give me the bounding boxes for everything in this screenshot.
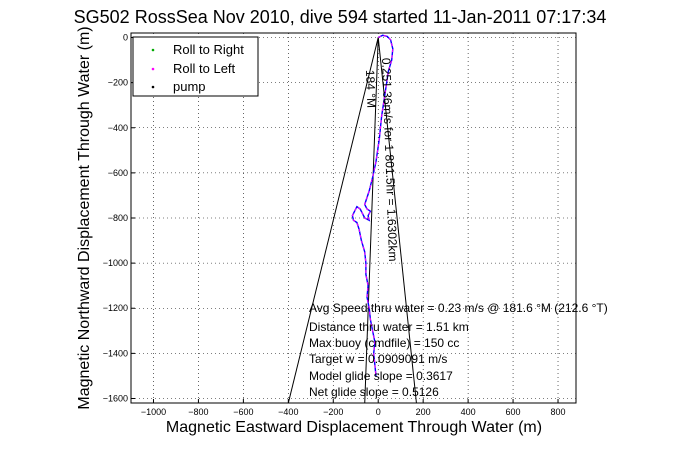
x-tick-label: 400: [461, 407, 476, 417]
stats-net-glide-slope: Net glide slope = 0.5126: [309, 385, 439, 399]
y-tick-label: −800: [108, 213, 128, 223]
stats-max-buoy: Max buoy (cmdfile) = 150 cc: [309, 336, 459, 350]
y-tick-label: −200: [108, 78, 128, 88]
y-axis: 0 −200 −400 −600 −800 −1000 −1200 −1400 −1600: [103, 33, 135, 403]
x-tick-label: −600: [233, 407, 253, 417]
x-axis: −1000 −800 −600 −400 −200 0 200 400 600 800: [141, 399, 566, 417]
stats-avg-speed: Avg Speed thru water = 0.23 m/s @ 181.6 …: [309, 301, 608, 315]
x-tick-label: 800: [551, 407, 566, 417]
bearing-line-2: [287, 37, 379, 403]
legend-label-pump: pump: [173, 79, 206, 94]
x-tick-label: −400: [278, 407, 298, 417]
stats-model-glide-slope: Model glide slope = 0.3617: [309, 369, 453, 383]
y-tick-label: −400: [108, 123, 128, 133]
bearing-line-3: [364, 37, 379, 403]
legend-label-roll-left: Roll to Left: [173, 61, 236, 76]
x-tick-label: 600: [506, 407, 521, 417]
roll-left-dots: [351, 34, 394, 376]
x-tick-label: 0: [376, 407, 381, 417]
x-axis-label: Magnetic Eastward Displacement Through W…: [166, 419, 542, 436]
y-tick-label: −1000: [103, 258, 128, 268]
x-tick-label: −800: [188, 407, 208, 417]
y-tick-label: −1600: [103, 393, 128, 403]
legend-marker-pump: [151, 85, 155, 89]
legend-marker-roll-left: [151, 67, 155, 71]
stats-distance: Distance thru water = 1.51 km: [309, 320, 469, 334]
y-axis-label: Magnetic Northward Displacement Through …: [76, 26, 93, 409]
heading-label: 184 °M: [363, 70, 378, 109]
y-tick-label: −1400: [103, 348, 128, 358]
grid: [131, 33, 576, 403]
y-tick-label: −600: [108, 168, 128, 178]
x-tick-label: −200: [323, 407, 343, 417]
y-tick-label: 0: [123, 33, 128, 43]
x-tick-label: −1000: [141, 407, 166, 417]
chart-title: SG502 RossSea Nov 2010, dive 594 started…: [74, 7, 607, 27]
y-tick-label: −1200: [103, 303, 128, 313]
stats-target-w: Target w = 0.0909091 m/s: [309, 352, 447, 366]
legend: Roll to Right Roll to Left pump: [132, 36, 259, 97]
legend-label-roll-right: Roll to Right: [173, 42, 244, 57]
stats-block: Avg Speed thru water = 0.23 m/s @ 181.6 …: [309, 301, 608, 399]
legend-marker-roll-right: [151, 48, 155, 52]
plot-frame: [130, 32, 577, 404]
x-tick-label: 200: [416, 407, 431, 417]
